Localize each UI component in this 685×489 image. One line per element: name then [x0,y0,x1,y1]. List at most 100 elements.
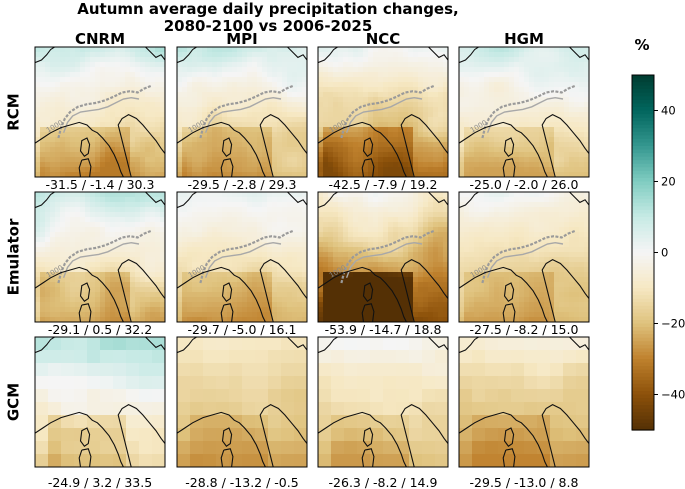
field-cell [227,217,233,223]
field-cell [378,72,384,78]
field-cell [272,212,278,218]
field-cell [252,172,258,177]
field-cell [222,67,228,73]
field-cell [484,112,490,118]
field-cell [70,62,76,68]
field-cell [145,307,151,313]
field-cell [100,152,106,158]
field-cell [302,242,307,248]
field-cell [197,72,203,78]
field-cell [262,292,268,298]
field-cell [160,107,165,113]
field-cell [192,247,198,253]
field-cell [489,172,495,177]
field-cell [182,157,188,163]
field-cell [418,192,424,198]
field-cell [100,107,106,113]
field-cell [489,162,495,168]
field-cell [272,247,278,253]
field-cell [292,262,298,268]
field-cell [388,52,394,58]
field-cell [120,77,126,83]
field-cell [378,127,384,133]
field-cell [150,152,156,158]
field-cell [474,112,480,118]
field-cell [287,102,293,108]
field-cell [212,192,218,198]
field-cell [155,282,161,288]
field-cell [100,247,106,253]
field-cell [569,127,575,133]
field-cell [130,282,136,288]
field-cell [192,257,198,263]
field-cell [187,207,193,213]
field-cell [40,207,46,213]
field-cell [95,102,101,108]
field-cell [544,152,550,158]
field-cell [368,242,374,248]
field-cell [135,207,141,213]
field-cell [408,247,414,253]
field-cell [554,102,560,108]
field-cell [212,137,218,143]
field-cell [55,277,61,283]
field-cell [130,162,136,168]
field-cell [272,52,278,58]
field-cell [45,247,51,253]
field-cell [539,107,545,113]
field-cell [464,192,470,198]
field-cell [302,52,307,58]
field-cell [499,162,505,168]
field-cell [499,52,505,58]
field-cell [459,107,465,113]
field-cell [443,287,448,293]
field-cell [499,152,505,158]
field-cell [182,142,188,148]
field-cell [202,92,208,98]
field-cell [85,232,91,238]
field-cell [207,172,213,177]
field-cell [438,307,444,313]
column-titles: CNRM MPI NCC HGM [75,30,544,48]
field-cell [155,247,161,253]
field-cell [70,237,76,243]
field-cell [343,92,349,98]
field-cell [398,132,404,138]
field-cell [232,47,238,53]
field-cell [85,202,91,208]
panel-rcm-hgm: 1000-25.0 / -2.0 / 26.0 [458,46,590,192]
field-cell [323,197,329,203]
field-cell [348,52,354,58]
field-cell [105,62,111,68]
field-cell [393,217,399,223]
field-cell [50,102,56,108]
field-cell [130,142,136,148]
field-cell [318,207,324,213]
field-cell [524,117,530,123]
field-cell [584,137,589,143]
field-cell [155,157,161,163]
field-cell [469,147,475,153]
field-cell [469,172,475,177]
field-cell [40,282,46,288]
field-cell [140,202,146,208]
field-cell [75,77,81,83]
field-cell [509,142,515,148]
field-cell [287,252,293,258]
field-cell [242,197,248,203]
field-cell [182,152,188,158]
field-cell [75,297,81,303]
field-cell [252,222,258,228]
field-cell [247,122,253,128]
field-cell [45,77,51,83]
field-cell [443,277,448,283]
field-cell [85,72,91,78]
field-cell [438,102,444,108]
field-cell [353,297,359,303]
field-cell [398,197,404,203]
field-cell [343,57,349,63]
field-cell [35,157,41,163]
field-cell [343,102,349,108]
field-cell [272,237,278,243]
field-cell [338,162,344,168]
